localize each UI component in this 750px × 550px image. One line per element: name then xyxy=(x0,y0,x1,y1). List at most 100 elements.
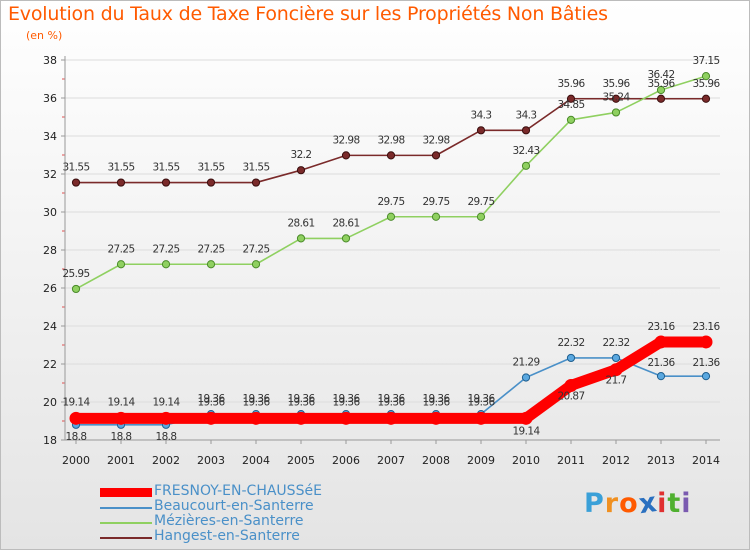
data-point-fresnoy xyxy=(69,411,83,425)
data-label-fresnoy: 19.36 xyxy=(197,396,225,408)
x-tick-label: 2008 xyxy=(422,454,450,467)
data-label-hangest: 31.55 xyxy=(107,162,134,174)
data-label-mezieres: 29.75 xyxy=(467,196,494,208)
data-point-hangest xyxy=(386,151,396,160)
data-label-hangest: 35.96 xyxy=(647,78,675,90)
x-tick-label: 2004 xyxy=(242,454,270,467)
data-label-mezieres: 34.85 xyxy=(557,99,584,111)
data-label-mezieres: 27.25 xyxy=(152,243,179,255)
x-tick-label: 2009 xyxy=(467,454,495,467)
data-label-beaucourt: 21.29 xyxy=(512,356,539,368)
data-point-beaucourt xyxy=(566,353,576,363)
data-point-mezieres xyxy=(611,108,621,117)
logo-letter: o xyxy=(619,488,639,519)
proxiti-logo: Proxiti xyxy=(584,487,692,520)
data-point-mezieres xyxy=(431,212,441,221)
data-label-mezieres: 36.42 xyxy=(647,69,674,81)
data-point-hangest xyxy=(476,126,486,135)
data-point-hangest xyxy=(296,166,306,175)
data-point-mezieres xyxy=(251,260,261,269)
legend-label-mezieres: Mézières-en-Santerre xyxy=(154,513,304,529)
y-tick-label: 36 xyxy=(43,92,57,105)
data-point-fresnoy xyxy=(699,335,713,349)
data-label-fresnoy: 20.87 xyxy=(557,390,584,402)
data-label-beaucourt: 22.32 xyxy=(602,337,629,349)
data-label-beaucourt: 19.36 xyxy=(377,393,405,405)
legend-label-beaucourt: Beaucourt-en-Santerre xyxy=(154,498,314,514)
y-tick-label: 30 xyxy=(43,206,57,219)
x-tick-label: 2003 xyxy=(197,454,225,467)
data-label-hangest: 35.96 xyxy=(692,78,720,90)
x-tick-label: 2002 xyxy=(152,454,180,467)
data-point-hangest xyxy=(656,94,666,103)
data-point-hangest xyxy=(431,151,441,160)
data-label-fresnoy: 19.14 xyxy=(512,425,540,437)
data-point-hangest xyxy=(611,94,621,103)
data-point-beaucourt xyxy=(521,373,531,382)
data-label-hangest: 35.96 xyxy=(602,78,630,90)
data-label-fresnoy: 19.36 xyxy=(422,396,450,408)
data-label-mezieres: 28.61 xyxy=(332,217,359,229)
data-point-hangest xyxy=(161,178,171,187)
data-label-fresnoy: 23.16 xyxy=(692,321,720,333)
x-tick-label: 2012 xyxy=(602,454,630,467)
data-point-fresnoy xyxy=(249,411,263,425)
data-point-fresnoy xyxy=(609,363,623,377)
x-tick-label: 2005 xyxy=(287,454,315,467)
data-label-fresnoy: 19.36 xyxy=(377,396,405,408)
data-label-fresnoy: 19.36 xyxy=(332,396,360,408)
data-point-beaucourt xyxy=(611,353,621,363)
data-point-mezieres xyxy=(656,85,666,95)
data-label-beaucourt: 19.36 xyxy=(467,393,495,405)
data-label-mezieres: 27.25 xyxy=(107,243,134,255)
data-label-fresnoy: 19.14 xyxy=(152,396,180,408)
data-point-beaucourt xyxy=(656,372,666,381)
data-point-hangest xyxy=(71,178,81,187)
y-tick-label: 34 xyxy=(43,130,57,143)
x-tick-label: 2010 xyxy=(512,454,540,467)
legend-label-hangest: Hangest-en-Santerre xyxy=(154,528,300,544)
data-point-hangest xyxy=(341,151,351,160)
y-tick-label: 18 xyxy=(43,434,57,447)
data-label-fresnoy: 19.36 xyxy=(242,396,270,408)
data-label-hangest: 32.98 xyxy=(422,134,449,146)
x-tick-label: 2013 xyxy=(647,454,675,467)
data-point-mezieres xyxy=(476,212,486,221)
data-label-beaucourt: 19.36 xyxy=(332,393,360,405)
data-point-fresnoy xyxy=(564,378,578,392)
y-tick-label: 32 xyxy=(43,168,57,181)
data-label-hangest: 32.2 xyxy=(291,149,312,161)
data-point-fresnoy xyxy=(294,411,308,425)
y-tick-label: 26 xyxy=(43,282,57,295)
legend-swatch-fresnoy xyxy=(100,488,152,497)
logo-letter: i xyxy=(657,488,668,519)
data-label-fresnoy: 19.14 xyxy=(62,396,90,408)
data-point-fresnoy xyxy=(384,411,398,425)
data-label-hangest: 32.98 xyxy=(332,134,359,146)
x-tick-label: 2011 xyxy=(557,454,585,467)
data-label-beaucourt: 22.32 xyxy=(557,337,584,349)
legend-swatch-mezieres xyxy=(100,522,152,524)
data-label-hangest: 31.55 xyxy=(197,162,224,174)
logo-letter: t xyxy=(667,488,682,519)
data-point-fresnoy xyxy=(519,411,533,425)
logo-letter: P xyxy=(584,488,605,519)
data-label-beaucourt: 21.36 xyxy=(647,357,675,369)
data-point-fresnoy xyxy=(339,411,353,425)
data-point-mezieres xyxy=(341,234,351,243)
x-tick-label: 2000 xyxy=(62,454,90,467)
data-point-mezieres xyxy=(296,234,306,243)
data-label-fresnoy: 23.16 xyxy=(647,321,675,333)
data-label-hangest: 34.3 xyxy=(516,109,537,121)
data-point-mezieres xyxy=(386,212,396,221)
data-label-fresnoy: 21.7 xyxy=(606,375,627,387)
data-label-mezieres: 28.61 xyxy=(287,217,314,229)
data-point-fresnoy xyxy=(159,411,173,425)
data-label-hangest: 31.55 xyxy=(62,162,89,174)
data-label-hangest: 31.55 xyxy=(242,162,269,174)
data-point-fresnoy xyxy=(114,411,128,425)
data-point-mezieres xyxy=(701,72,711,81)
data-point-fresnoy xyxy=(429,411,443,425)
y-tick-label: 28 xyxy=(43,244,57,257)
